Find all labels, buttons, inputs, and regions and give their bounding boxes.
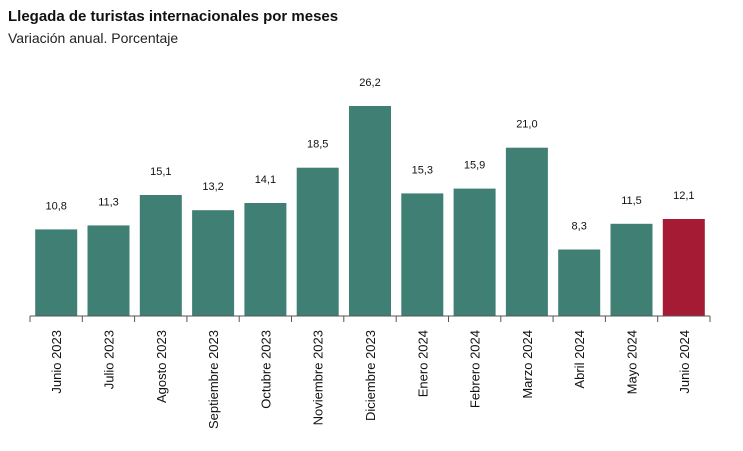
- bar-3: [192, 210, 235, 316]
- value-label-6: 26,2: [359, 77, 380, 89]
- category-label-7: Enero 2024: [415, 330, 430, 397]
- value-label-7: 15,3: [412, 164, 433, 176]
- bar-5: [296, 167, 339, 316]
- category-label-8: Febrero 2024: [468, 330, 483, 408]
- category-label-5: Noviembre 2023: [311, 330, 326, 425]
- value-label-12: 12,1: [673, 190, 694, 202]
- category-label-4: Octubre 2023: [258, 330, 273, 409]
- value-label-11: 11,5: [621, 195, 642, 207]
- category-label-11: Mayo 2024: [625, 330, 640, 394]
- value-label-9: 21,0: [516, 119, 537, 131]
- bar-0: [35, 229, 78, 316]
- bar-10: [558, 249, 601, 316]
- value-label-0: 10,8: [45, 200, 66, 212]
- category-label-1: Julio 2023: [102, 330, 117, 389]
- category-label-10: Abril 2024: [572, 330, 587, 389]
- category-label-12: Junio 2024: [677, 330, 692, 394]
- category-label-9: Marzo 2024: [520, 330, 535, 399]
- chart-subtitle: Variación anual. Porcentaje: [8, 30, 179, 46]
- bar-7: [401, 193, 444, 316]
- bar-4: [244, 203, 287, 316]
- category-label-0: Junio 2023: [49, 330, 64, 394]
- chart-title: Llegada de turistas internacionales por …: [8, 8, 339, 25]
- bar-8: [453, 188, 496, 316]
- category-label-2: Agosto 2023: [154, 330, 169, 403]
- value-label-10: 8,3: [572, 221, 587, 233]
- bar-1: [87, 225, 130, 316]
- value-label-5: 18,5: [307, 139, 328, 151]
- value-label-3: 13,2: [202, 181, 223, 193]
- bar-2: [139, 195, 182, 316]
- category-label-6: Diciembre 2023: [363, 330, 378, 421]
- bar-11: [610, 223, 653, 316]
- bar-12: [662, 219, 705, 316]
- value-label-1: 11,3: [98, 196, 119, 208]
- value-label-4: 14,1: [255, 174, 276, 186]
- category-label-3: Septiembre 2023: [206, 330, 221, 429]
- value-label-2: 15,1: [150, 166, 171, 178]
- value-label-8: 15,9: [464, 160, 485, 172]
- bar-6: [349, 106, 391, 316]
- bar-9: [505, 147, 548, 316]
